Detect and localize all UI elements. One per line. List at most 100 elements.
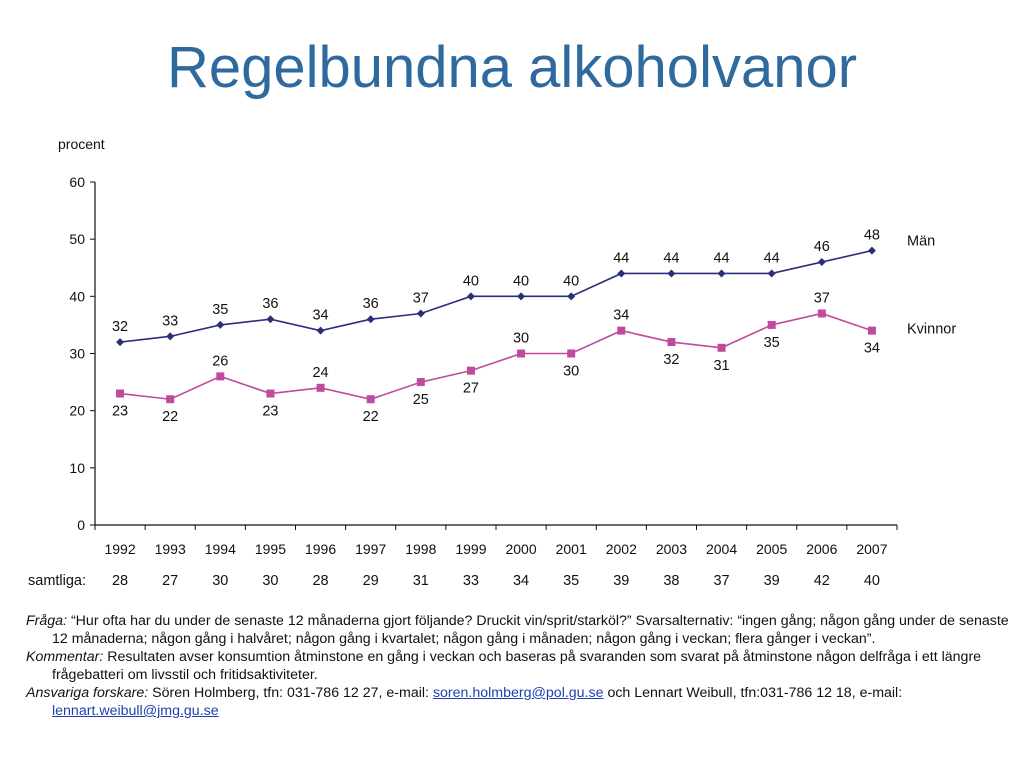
y-axis-label: procent bbox=[58, 136, 105, 152]
data-label: 40 bbox=[513, 273, 529, 289]
y-tick-label: 30 bbox=[69, 346, 85, 362]
data-point bbox=[316, 383, 325, 392]
data-label: 30 bbox=[513, 331, 529, 347]
footnotes: Fråga: “Hur ofta har du under de senaste… bbox=[26, 612, 1016, 720]
samtliga-row: samtliga: 28 27 30 30 28 29 31 33 34 35 39 38 37 39 42 4… bbox=[28, 573, 880, 589]
x-tick-label: 1997 bbox=[355, 541, 386, 557]
note-ansvariga: Ansvariga forskare: Sören Holmberg, tfn:… bbox=[26, 684, 1016, 720]
data-label: 25 bbox=[413, 392, 429, 408]
note-fraga: Fråga: “Hur ofta har du under de senaste… bbox=[26, 612, 1016, 648]
data-label: 23 bbox=[112, 404, 128, 420]
x-tick-label: 1999 bbox=[455, 541, 486, 557]
samtliga-value: 39 bbox=[613, 573, 629, 589]
data-point bbox=[767, 320, 776, 329]
data-point bbox=[266, 389, 275, 398]
x-tick-label: 1994 bbox=[205, 541, 236, 557]
y-tick-label: 20 bbox=[69, 403, 85, 419]
data-point bbox=[717, 343, 726, 352]
x-tick-label: 2005 bbox=[756, 541, 787, 557]
data-point bbox=[567, 292, 576, 301]
data-label: 31 bbox=[713, 358, 729, 374]
series-lines bbox=[119, 249, 873, 401]
data-point bbox=[867, 326, 876, 335]
data-label: 24 bbox=[312, 365, 328, 381]
data-point bbox=[466, 292, 475, 301]
data-label: 34 bbox=[312, 308, 328, 324]
data-point bbox=[216, 320, 225, 329]
y-tick-label: 50 bbox=[69, 231, 85, 247]
data-label: 40 bbox=[463, 273, 479, 289]
x-tick-label: 2002 bbox=[606, 541, 637, 557]
fraga-label: Fråga: bbox=[26, 613, 68, 629]
legend-label-kvinnor: Kvinnor bbox=[907, 322, 956, 338]
kommentar-label: Kommentar: bbox=[26, 649, 104, 665]
samtliga-value: 33 bbox=[463, 573, 479, 589]
samtliga-value: 40 bbox=[864, 573, 880, 589]
data-point bbox=[366, 395, 375, 404]
samtliga-value: 39 bbox=[764, 573, 780, 589]
y-tick-label: 60 bbox=[69, 174, 85, 190]
data-point bbox=[116, 389, 125, 398]
x-tick-label: 1993 bbox=[155, 541, 186, 557]
samtliga-value: 34 bbox=[513, 573, 529, 589]
x-tick-label: 2007 bbox=[856, 541, 887, 557]
series-line-kvinnor bbox=[119, 312, 873, 401]
legend-label-man: Män bbox=[907, 234, 935, 250]
data-label: 34 bbox=[864, 341, 880, 357]
data-label: 26 bbox=[212, 353, 228, 369]
email-link-weibull[interactable]: lennart.weibull@jmg.gu.se bbox=[52, 703, 219, 719]
email-link-holmberg[interactable]: soren.holmberg@pol.gu.se bbox=[432, 685, 604, 701]
data-point bbox=[817, 309, 826, 318]
data-label: 44 bbox=[613, 250, 629, 266]
data-point bbox=[416, 309, 425, 318]
data-label: 40 bbox=[563, 273, 579, 289]
data-label: 33 bbox=[162, 313, 178, 329]
y-tick-label: 10 bbox=[69, 460, 85, 476]
data-point bbox=[617, 269, 626, 278]
data-point bbox=[817, 258, 826, 267]
data-point bbox=[517, 292, 526, 301]
samtliga-value: 28 bbox=[112, 573, 128, 589]
note-kommentar: Kommentar: Resultaten avser konsumtion å… bbox=[26, 648, 1016, 684]
data-label: 30 bbox=[563, 364, 579, 380]
x-tick-label: 1996 bbox=[305, 541, 336, 557]
x-tick-label: 2003 bbox=[656, 541, 687, 557]
samtliga-value: 37 bbox=[713, 573, 729, 589]
data-label: 36 bbox=[363, 296, 379, 312]
data-markers bbox=[116, 246, 876, 404]
data-point bbox=[166, 395, 175, 404]
x-tick-label: 1995 bbox=[255, 541, 286, 557]
x-tick-label: 2004 bbox=[706, 541, 737, 557]
data-point bbox=[517, 349, 526, 358]
x-ticks: 1992 1993 1994 1995 1996 1997 1998 1999 2000 2001… bbox=[94, 525, 898, 557]
samtliga-value: 30 bbox=[262, 573, 278, 589]
data-label: 32 bbox=[663, 352, 679, 368]
samtliga-value: 31 bbox=[413, 573, 429, 589]
data-label: 27 bbox=[463, 381, 479, 397]
ansvariga-text-2: och Lennart Weibull, tfn:031-786 12 18, … bbox=[603, 685, 903, 701]
data-point bbox=[567, 349, 576, 358]
x-tick-label: 2001 bbox=[556, 541, 587, 557]
samtliga-value: 28 bbox=[312, 573, 328, 589]
data-point bbox=[667, 338, 676, 347]
samtliga-value: 35 bbox=[563, 573, 579, 589]
x-tick-label: 2006 bbox=[806, 541, 837, 557]
data-point bbox=[166, 332, 175, 341]
data-label: 32 bbox=[112, 319, 128, 335]
ansvariga-label: Ansvariga forskare: bbox=[26, 685, 149, 701]
x-tick-label: 1992 bbox=[104, 541, 135, 557]
data-label: 22 bbox=[162, 409, 178, 425]
data-label: 36 bbox=[262, 296, 278, 312]
kommentar-text: Resultaten avser konsumtion åtminstone e… bbox=[52, 649, 982, 683]
samtliga-value: 29 bbox=[363, 573, 379, 589]
data-point bbox=[216, 372, 225, 381]
samtliga-value: 27 bbox=[162, 573, 178, 589]
data-point bbox=[767, 269, 776, 278]
data-label: 34 bbox=[613, 308, 629, 324]
data-point bbox=[867, 246, 876, 255]
data-label: 37 bbox=[413, 290, 429, 306]
data-label: 44 bbox=[663, 250, 679, 266]
data-labels: 32 33 35 36 34 36 37 40 40 40 44 44 44 44 46 48 23 22 26 23… bbox=[112, 228, 880, 426]
data-label: 23 bbox=[262, 404, 278, 420]
